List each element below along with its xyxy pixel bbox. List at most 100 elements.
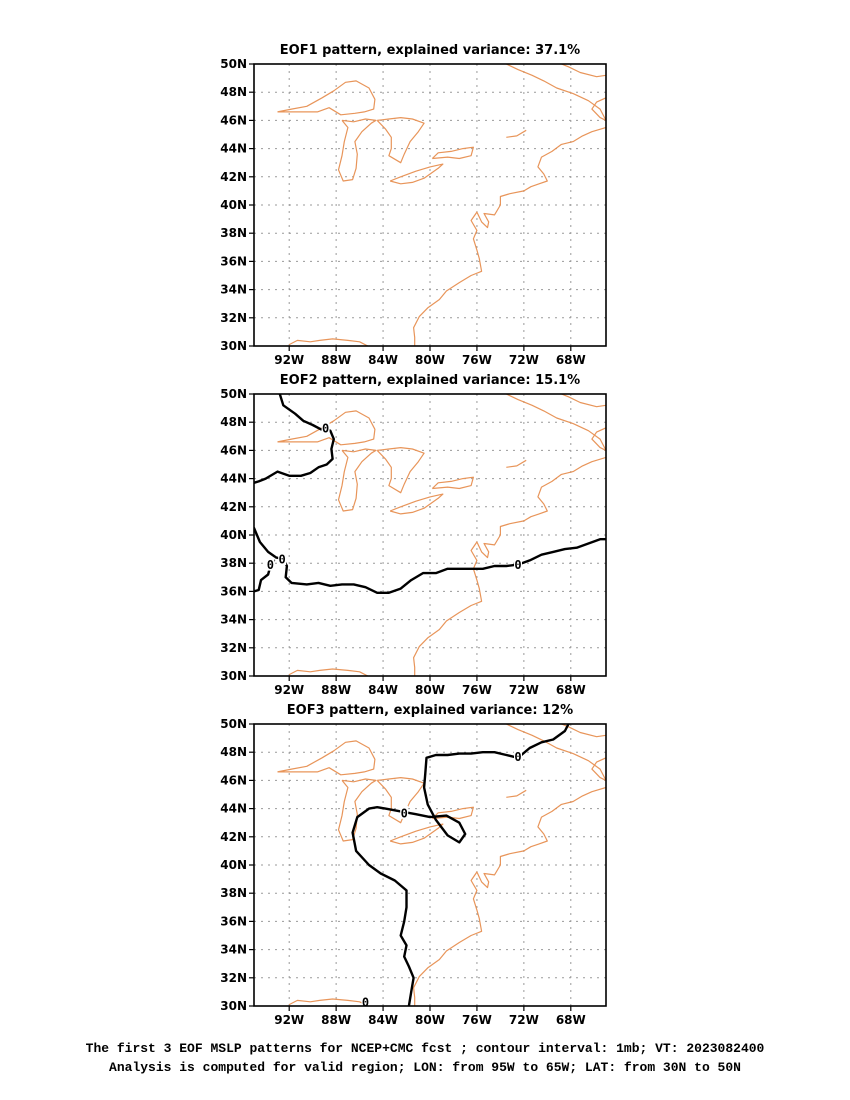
coastline [506,129,527,138]
coastline [337,118,377,182]
lat-tick-label: 36N [220,584,247,598]
coastline [413,456,606,676]
eof2-panel: EOF2 pattern, explained variance: 15.1% 0… [220,373,607,697]
lat-tick-label: 36N [220,914,247,928]
lat-tick-label: 46N [220,443,247,457]
contour-label-bg [514,749,522,763]
lon-tick-label: 72W [509,1013,539,1027]
lat-tick-label: 50N [220,57,247,71]
contour-label-bg [514,557,522,571]
coastline [561,64,606,78]
panel-title: EOF3 pattern, explained variance: 12% [287,703,573,718]
lat-tick-label: 42N [220,170,247,184]
lat-tick-label: 38N [220,226,247,240]
contour-label: 0 [267,558,274,572]
contour-layer: 0 0 0 [351,724,570,1009]
coastline [431,476,474,490]
coastline [431,146,474,160]
lat-tick-label: 48N [220,745,247,759]
lat-tick-label: 32N [220,971,247,985]
coastline [277,80,376,116]
lat-tick-label: 46N [220,113,247,127]
lat-tick-label: 30N [220,999,247,1013]
contour-label: 0 [401,806,408,820]
lat-tick-label: 48N [220,415,247,429]
lat-tick-label: 40N [220,858,247,872]
lon-tick-label: 84W [368,1013,398,1027]
coastline [561,394,606,408]
zero-contour-line [254,526,606,594]
coastline [288,998,369,1006]
panel-title: EOF1 pattern, explained variance: 37.1% [280,43,580,58]
lat-tick-label: 34N [220,283,247,297]
zero-contour-line [351,724,570,1006]
lon-tick-label: 92W [274,1013,304,1027]
coastline [561,724,606,738]
lon-tick-label: 80W [415,353,445,367]
lon-tick-label: 72W [509,353,539,367]
lon-tick-label: 80W [415,1013,445,1027]
coastline [506,64,606,121]
coastline [591,757,606,781]
contour-label-bg [278,551,287,565]
coastline [389,163,444,185]
contour-label: 0 [322,421,329,435]
lon-tick-label: 76W [462,683,492,697]
eof1-panel: EOF1 pattern, explained variance: 37.1% 9… [220,43,607,367]
lat-tick-label: 48N [220,85,247,99]
panel-title: EOF2 pattern, explained variance: 15.1% [280,373,580,388]
coastline-layer [277,64,606,346]
coastline [288,668,369,676]
coastline [376,116,425,164]
coastline [506,394,606,451]
lat-tick-label: 42N [220,500,247,514]
coastline [413,126,606,346]
lat-tick-label: 44N [220,472,247,486]
coastline [591,97,606,121]
lat-tick-label: 50N [220,717,247,731]
lat-tick-label: 32N [220,311,247,325]
lon-tick-label: 84W [368,353,398,367]
contour-label: 0 [279,552,286,566]
lon-tick-label: 68W [556,1013,586,1027]
lat-tick-label: 30N [220,339,247,353]
coastline [413,786,606,1006]
lat-tick-label: 32N [220,641,247,655]
lon-tick-label: 88W [321,1013,351,1027]
lon-tick-label: 84W [368,683,398,697]
coastline [506,459,527,468]
coastline [288,338,369,346]
lat-tick-label: 44N [220,142,247,156]
lon-tick-label: 76W [462,353,492,367]
contour-label: 0 [514,558,521,572]
lon-tick-label: 76W [462,1013,492,1027]
lon-tick-label: 88W [321,353,351,367]
caption-line-1: The first 3 EOF MSLP patterns for NCEP+C… [85,1041,765,1056]
contour-layer: 00 0 0 [254,394,606,594]
lat-tick-label: 44N [220,802,247,816]
caption-line-2: Analysis is computed for valid region; L… [109,1060,741,1075]
contour-label-bg [361,994,370,1006]
lat-tick-label: 40N [220,198,247,212]
contour-label-bg [266,557,275,571]
lon-tick-label: 92W [274,683,304,697]
coastline [389,493,444,515]
contour-label: 0 [362,995,369,1009]
coastline [376,447,425,494]
coastline [337,448,377,512]
contour-label: 0 [514,750,521,764]
lat-tick-label: 50N [220,387,247,401]
lat-tick-label: 38N [220,556,247,570]
zero-contour-line [254,394,335,484]
lon-tick-label: 92W [274,353,304,367]
contour-label-bg [400,805,409,819]
lat-tick-label: 36N [220,254,247,268]
lat-tick-label: 40N [220,528,247,542]
coastline [277,740,376,776]
lon-tick-label: 72W [509,683,539,697]
coastline [591,427,606,451]
lon-tick-label: 88W [321,683,351,697]
lon-tick-label: 68W [556,683,586,697]
lat-tick-label: 34N [220,613,247,627]
